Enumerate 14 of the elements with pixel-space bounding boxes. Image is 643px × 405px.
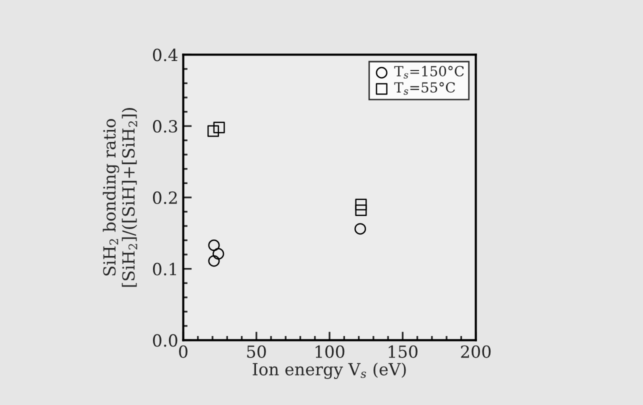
x-tick-label: 150 <box>388 345 418 358</box>
y-tick-label: 0.0 <box>152 334 178 347</box>
x-tick-label: 0 <box>179 345 188 358</box>
y-tick-label: 0.4 <box>152 48 178 62</box>
x-tick-label: 100 <box>316 345 344 358</box>
y-axis-title: SiH$_{2}$ bonding ratio [SiH$_{2}$]/([SiH]+[SiH$_{2}$]) <box>102 108 138 287</box>
x-tick-label: 50 <box>247 345 266 358</box>
x-axis-title: Ion energy V$_{s}$ (eV) <box>252 362 406 379</box>
x-tick-label: 200 <box>461 345 491 358</box>
y-tick-label: 0.3 <box>152 120 178 133</box>
legend-label: T$_{s}$=55°C <box>394 82 455 95</box>
legend-label: T$_{s}$=150°C <box>394 66 464 79</box>
y-tick-label: 0.1 <box>152 262 176 276</box>
y-tick-label: 0.2 <box>152 191 177 204</box>
